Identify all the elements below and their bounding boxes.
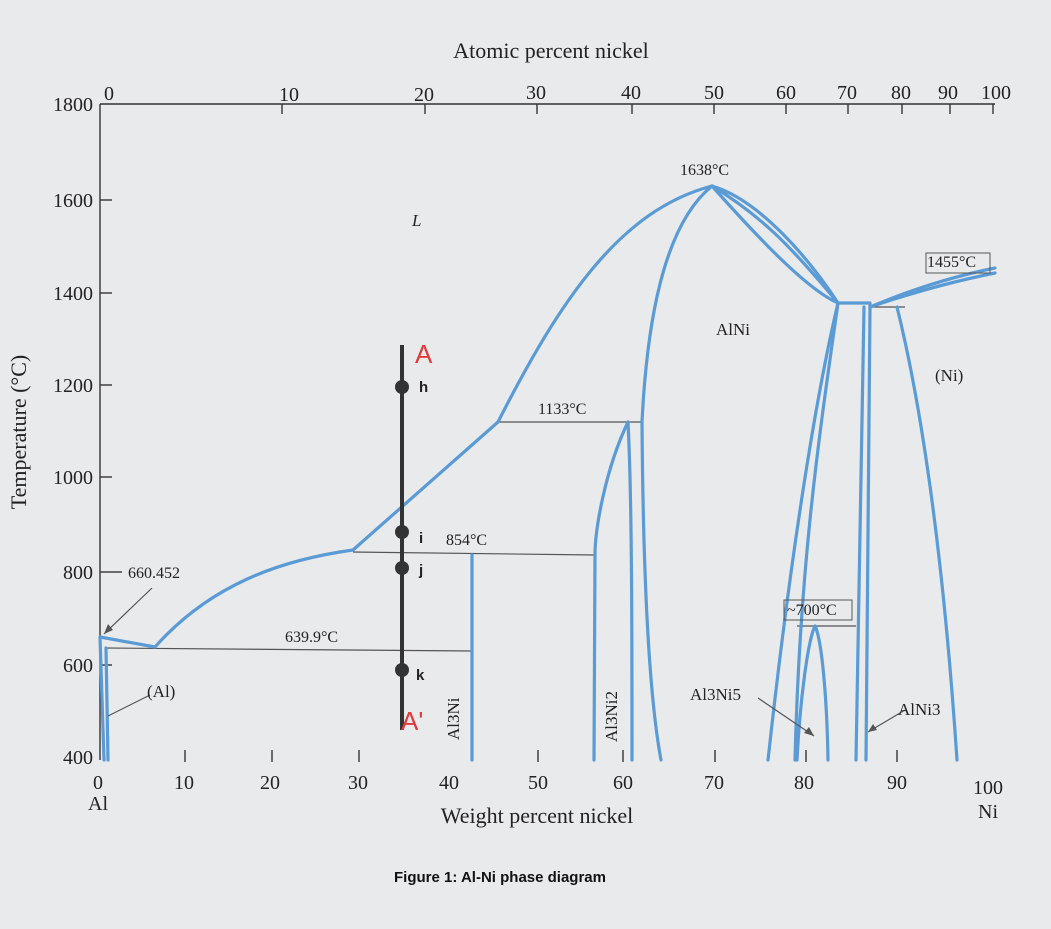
alni-right xyxy=(710,184,840,762)
temp-854: 854°C xyxy=(446,532,487,549)
alni3-label: AlNi3 xyxy=(898,700,941,719)
point-j-marker xyxy=(395,561,409,575)
isotherm-854 xyxy=(352,551,596,556)
arrow-660 xyxy=(103,587,153,635)
alni-right-solvus xyxy=(793,301,840,762)
al3ni5-right xyxy=(813,624,830,762)
point-j-label: j xyxy=(418,562,423,579)
top-tick-label: 10 xyxy=(279,84,299,106)
al-end-label: Al xyxy=(88,793,108,815)
end-label: A' xyxy=(401,706,423,736)
ni-end-label: Ni xyxy=(978,801,998,823)
al3ni2-label: Al3Ni2 xyxy=(602,691,621,742)
top-tick-label: 30 xyxy=(526,82,546,104)
top-tick-label: 100 xyxy=(981,82,1011,104)
isotherm-639 xyxy=(104,647,473,652)
ni-solvus-top xyxy=(868,266,997,309)
temp-700-box xyxy=(783,599,853,621)
start-label: A xyxy=(415,339,433,369)
bottom-axis-title: Weight percent nickel xyxy=(441,803,633,828)
top-tick-label: 80 xyxy=(891,82,911,104)
temperature-annotations: 1638°C 1455°C 1133°C 854°C ~700°C 660.45… xyxy=(112,162,991,646)
top-tick-label: 40 xyxy=(621,82,641,104)
temp-1133: 1133°C xyxy=(538,401,586,418)
point-k-label: k xyxy=(416,667,425,684)
top-axis-title: Atomic percent nickel xyxy=(453,38,648,63)
al3ni2-right xyxy=(626,420,634,762)
liquid-label: L xyxy=(411,211,421,230)
bottom-tick-label: 60 xyxy=(613,772,633,794)
bottom-tick-label: 20 xyxy=(260,772,280,794)
figure-caption: Figure 1: Al-Ni phase diagram xyxy=(394,869,606,886)
point-i-marker xyxy=(395,525,409,539)
liquidus-left xyxy=(98,184,714,649)
liquidus-right xyxy=(710,184,997,309)
point-k-marker xyxy=(395,663,409,677)
arrows xyxy=(103,587,906,737)
temp-1638: 1638°C xyxy=(680,162,729,179)
bottom-axis: 0 10 20 30 40 50 60 70 80 90 100 Al Ni W… xyxy=(88,750,1003,828)
bottom-tick-label: 0 xyxy=(93,772,103,794)
al3ni2-left xyxy=(592,420,630,762)
bottom-tick-label: 50 xyxy=(528,772,548,794)
cooling-path: A A' h i j k xyxy=(395,339,433,736)
left-axis: 1800 1600 1400 1200 1000 800 600 400 Tem… xyxy=(6,94,112,769)
ni-label: (Ni) xyxy=(935,366,963,385)
al3ni5-label: Al3Ni5 xyxy=(690,685,741,704)
temp-700: ~700°C xyxy=(787,602,837,619)
top-tick-label: 50 xyxy=(704,82,724,104)
alni3-left xyxy=(854,305,866,762)
alni-label: AlNi xyxy=(716,320,750,339)
left-axis-title: Temperature (°C) xyxy=(6,355,31,509)
left-tick-label: 400 xyxy=(63,747,93,769)
temp-660: 660.452 xyxy=(128,565,180,582)
arrow-al3ni5 xyxy=(757,697,815,737)
temp-1455: 1455°C xyxy=(927,254,976,271)
point-h-marker xyxy=(395,380,409,394)
ni-solvus xyxy=(895,305,959,762)
al-solidus xyxy=(98,635,106,762)
al-solvus xyxy=(104,646,110,762)
left-tick-label: 1600 xyxy=(53,190,93,212)
left-tick-label: 800 xyxy=(63,562,93,584)
bottom-tick-label: 70 xyxy=(704,772,724,794)
top-tick-label: 60 xyxy=(776,82,796,104)
al-label: (Al) xyxy=(147,682,175,701)
top-tick-label: 70 xyxy=(837,82,857,104)
al3ni-label: Al3Ni xyxy=(444,697,463,740)
phase-labels: L AlNi (Ni) (Al) Al3Ni Al3Ni2 Al3Ni5 AlN… xyxy=(147,211,963,742)
arrow-al xyxy=(107,694,151,717)
alni-left xyxy=(640,184,714,762)
bottom-tick-label: 40 xyxy=(439,772,459,794)
left-tick-label: 1800 xyxy=(53,94,93,116)
point-i-label: i xyxy=(419,530,423,547)
bottom-tick-label: 100 xyxy=(973,777,1003,799)
top-tick-label: 90 xyxy=(938,82,958,104)
temp-1455-box xyxy=(925,252,991,274)
top-tick-label: 20 xyxy=(414,84,434,106)
left-tick-label: 1200 xyxy=(53,375,93,397)
liquidus-inner xyxy=(710,184,840,305)
phase-boundaries xyxy=(98,184,997,762)
isotherms xyxy=(104,302,905,652)
bottom-tick-label: 10 xyxy=(174,772,194,794)
bottom-tick-label: 30 xyxy=(348,772,368,794)
alni3-right xyxy=(864,305,872,762)
top-axis: 0 10 20 30 40 50 60 70 80 90 100 Atomic … xyxy=(104,38,1011,114)
left-tick-label: 600 xyxy=(63,655,93,677)
al3ni5-left xyxy=(795,624,817,762)
temp-639: 639.9°C xyxy=(285,629,338,646)
bottom-tick-label: 90 xyxy=(887,772,907,794)
point-h-label: h xyxy=(419,379,428,396)
top-tick-label: 0 xyxy=(104,83,114,105)
bottom-tick-label: 80 xyxy=(794,772,814,794)
left-tick-label: 1000 xyxy=(53,467,93,489)
left-tick-label: 1400 xyxy=(53,283,93,305)
